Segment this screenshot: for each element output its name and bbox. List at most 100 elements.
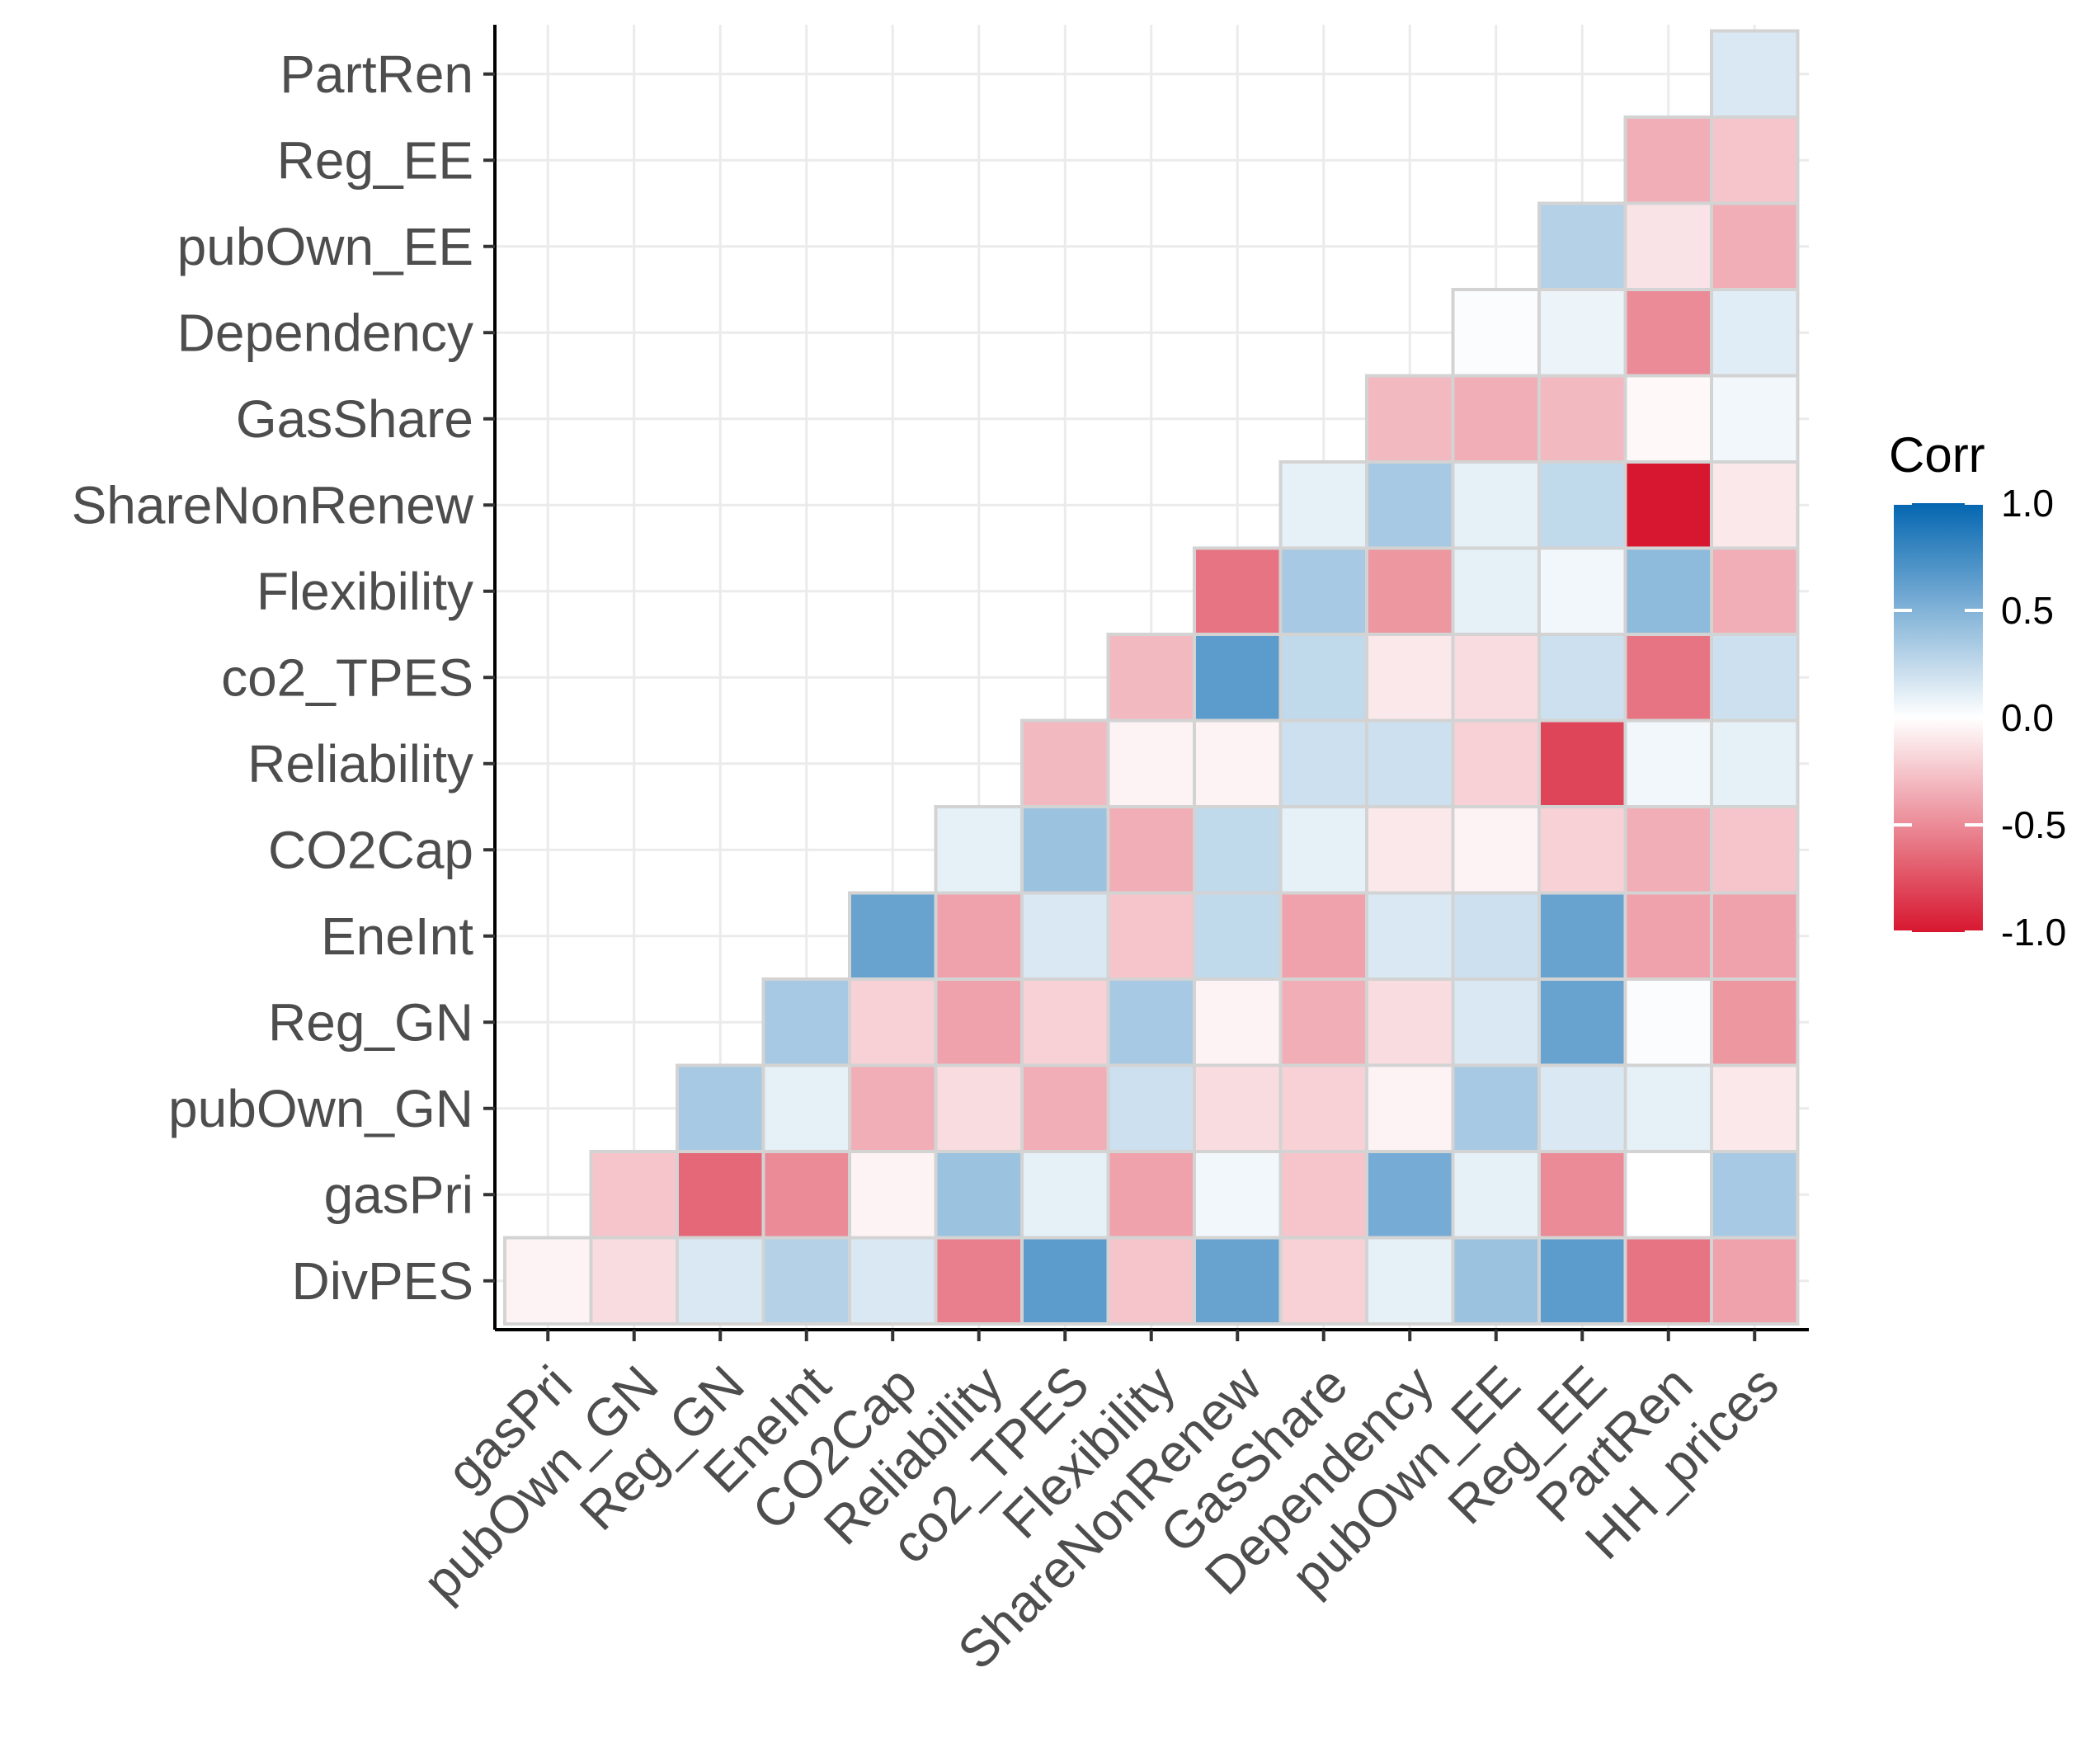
heatmap-cell-gaspri-sharenonrenew bbox=[1193, 1150, 1283, 1240]
heatmap-cell-co2-tpes-gasshare bbox=[1278, 633, 1368, 723]
heatmap-cell-pubown-gn-flexibility bbox=[1106, 1063, 1196, 1153]
heatmap-cell-pubown-ee-reg-ee bbox=[1537, 201, 1627, 291]
heatmap-cell-divpes-pubown-gn bbox=[589, 1236, 679, 1326]
heatmap-cell-reliability-partren bbox=[1623, 718, 1713, 808]
heatmap-cell-gaspri-co2cap bbox=[848, 1150, 938, 1240]
heatmap-cell-co2cap-sharenonrenew bbox=[1193, 805, 1283, 895]
y-tick-label-pubown-gn: pubOwn_GN bbox=[168, 1079, 473, 1138]
heatmap-cell-gasshare-dependency bbox=[1365, 374, 1455, 464]
heatmap-cell-co2-tpes-hh-prices bbox=[1710, 633, 1800, 723]
heatmap-cell-reg-gn-eneint bbox=[761, 977, 851, 1067]
heatmap-cell-gaspri-co2-tpes bbox=[1020, 1150, 1110, 1240]
heatmap-cell-flexibility-partren bbox=[1623, 546, 1713, 636]
heatmap-cell-reliability-co2-tpes bbox=[1020, 718, 1110, 808]
heatmap-cell-pubown-gn-sharenonrenew bbox=[1193, 1063, 1283, 1153]
y-tick-label-divpes: DivPES bbox=[292, 1251, 474, 1311]
heatmap-cell-divpes-reg-gn bbox=[676, 1236, 765, 1326]
heatmap-cell-eneint-reg-ee bbox=[1537, 891, 1627, 981]
heatmap-cell-gasshare-pubown-ee bbox=[1451, 374, 1541, 464]
heatmap-cell-reliability-flexibility bbox=[1106, 718, 1196, 808]
y-tick-label-reliability: Reliability bbox=[247, 734, 473, 794]
heatmap-cell-dependency-reg-ee bbox=[1537, 288, 1627, 378]
heatmap-cell-divpes-pubown-ee bbox=[1451, 1236, 1541, 1326]
heatmap-cell-pubown-gn-eneint bbox=[761, 1063, 851, 1153]
heatmap-cell-co2cap-hh-prices bbox=[1710, 805, 1800, 895]
heatmap-cell-co2-tpes-dependency bbox=[1365, 633, 1455, 723]
heatmap-tiles bbox=[503, 29, 1800, 1326]
heatmap-cell-pubown-gn-hh-prices bbox=[1710, 1063, 1800, 1153]
heatmap-cell-co2cap-gasshare bbox=[1278, 805, 1368, 895]
y-tick-label-co2-tpes: co2_TPES bbox=[221, 648, 473, 707]
heatmap-cell-gasshare-hh-prices bbox=[1710, 374, 1800, 464]
heatmap-cell-divpes-partren bbox=[1623, 1236, 1713, 1326]
heatmap-cell-gaspri-pubown-gn bbox=[589, 1150, 679, 1240]
heatmap-cell-partren-hh-prices bbox=[1710, 29, 1800, 119]
heatmap-cell-gaspri-reg-gn bbox=[676, 1150, 765, 1240]
y-tick-label-co2cap: CO2Cap bbox=[268, 820, 473, 879]
heatmap-cell-eneint-flexibility bbox=[1106, 891, 1196, 981]
heatmap-cell-pubown-ee-partren bbox=[1623, 201, 1713, 291]
heatmap-cell-pubown-ee-hh-prices bbox=[1710, 201, 1800, 291]
heatmap-cell-divpes-gasshare bbox=[1278, 1236, 1368, 1326]
heatmap-cell-gaspri-dependency bbox=[1365, 1150, 1455, 1240]
heatmap-cell-co2cap-pubown-ee bbox=[1451, 805, 1541, 895]
y-tick-label-gasshare: GasShare bbox=[236, 389, 473, 449]
y-tick-label-sharenonrenew: ShareNonRenew bbox=[72, 475, 474, 535]
heatmap-cell-gaspri-flexibility bbox=[1106, 1150, 1196, 1240]
y-tick-label-flexibility: Flexibility bbox=[257, 562, 473, 621]
heatmap-cell-eneint-partren bbox=[1623, 891, 1713, 981]
heatmap-cell-reg-ee-hh-prices bbox=[1710, 115, 1800, 205]
legend: Corr 1.0 0.5 0.0 -0.5 -1.0 bbox=[1889, 427, 2066, 954]
y-tick-label-partren: PartRen bbox=[280, 45, 473, 104]
heatmap-cell-divpes-reg-ee bbox=[1537, 1236, 1627, 1326]
heatmap-cell-eneint-co2-tpes bbox=[1020, 891, 1110, 981]
legend-title: Corr bbox=[1889, 427, 1985, 483]
heatmap-cell-flexibility-sharenonrenew bbox=[1193, 546, 1283, 636]
heatmap-cell-pubown-gn-gasshare bbox=[1278, 1063, 1368, 1153]
heatmap-cell-divpes-co2-tpes bbox=[1020, 1236, 1110, 1326]
heatmap-cell-flexibility-dependency bbox=[1365, 546, 1455, 636]
legend-tick-label: 0.5 bbox=[2001, 589, 2054, 632]
heatmap-cell-reliability-gasshare bbox=[1278, 718, 1368, 808]
heatmap-cell-divpes-sharenonrenew bbox=[1193, 1236, 1283, 1326]
heatmap-cell-reg-gn-sharenonrenew bbox=[1193, 977, 1283, 1067]
heatmap-cell-reg-gn-pubown-ee bbox=[1451, 977, 1541, 1067]
heatmap-cell-reg-gn-dependency bbox=[1365, 977, 1455, 1067]
heatmap-cell-flexibility-gasshare bbox=[1278, 546, 1368, 636]
heatmap-cell-pubown-gn-dependency bbox=[1365, 1063, 1455, 1153]
heatmap-cell-reg-ee-partren bbox=[1623, 115, 1713, 205]
heatmap-cell-co2-tpes-flexibility bbox=[1106, 633, 1196, 723]
heatmap-cell-reliability-hh-prices bbox=[1710, 718, 1800, 808]
heatmap-cell-reg-gn-hh-prices bbox=[1710, 977, 1800, 1067]
heatmap-cell-co2-tpes-partren bbox=[1623, 633, 1713, 723]
heatmap-cell-gasshare-reg-ee bbox=[1537, 374, 1627, 464]
heatmap-cell-gaspri-reg-ee bbox=[1537, 1150, 1627, 1240]
heatmap-cell-pubown-gn-reliability bbox=[934, 1063, 1024, 1153]
heatmap-cell-sharenonrenew-gasshare bbox=[1278, 460, 1368, 550]
heatmap-cell-eneint-sharenonrenew bbox=[1193, 891, 1283, 981]
heatmap-cell-divpes-dependency bbox=[1365, 1236, 1455, 1326]
heatmap-cell-reg-gn-flexibility bbox=[1106, 977, 1196, 1067]
y-tick-label-eneint: EneInt bbox=[321, 907, 473, 966]
heatmap-cell-gaspri-hh-prices bbox=[1710, 1150, 1800, 1240]
heatmap-cell-divpes-hh-prices bbox=[1710, 1236, 1800, 1326]
heatmap-cell-divpes-flexibility bbox=[1106, 1236, 1196, 1326]
heatmap-cell-pubown-gn-co2-tpes bbox=[1020, 1063, 1110, 1153]
legend-tick-label: 1.0 bbox=[2001, 482, 2054, 525]
heatmap-cell-divpes-gaspri bbox=[503, 1236, 593, 1326]
heatmap-cell-gaspri-gasshare bbox=[1278, 1150, 1368, 1240]
heatmap-cell-sharenonrenew-pubown-ee bbox=[1451, 460, 1541, 550]
heatmap-cell-co2-tpes-pubown-ee bbox=[1451, 633, 1541, 723]
heatmap-cell-eneint-co2cap bbox=[848, 891, 938, 981]
heatmap-cell-gaspri-eneint bbox=[761, 1150, 851, 1240]
heatmap-cell-flexibility-reg-ee bbox=[1537, 546, 1627, 636]
heatmap-cell-reg-gn-reliability bbox=[934, 977, 1024, 1067]
heatmap-cell-co2cap-reg-ee bbox=[1537, 805, 1627, 895]
heatmap-cell-co2cap-reliability bbox=[934, 805, 1024, 895]
heatmap-cell-sharenonrenew-partren bbox=[1623, 460, 1713, 550]
heatmap-cell-co2-tpes-sharenonrenew bbox=[1193, 633, 1283, 723]
heatmap-cell-pubown-gn-pubown-ee bbox=[1451, 1063, 1541, 1153]
heatmap-cell-eneint-dependency bbox=[1365, 891, 1455, 981]
